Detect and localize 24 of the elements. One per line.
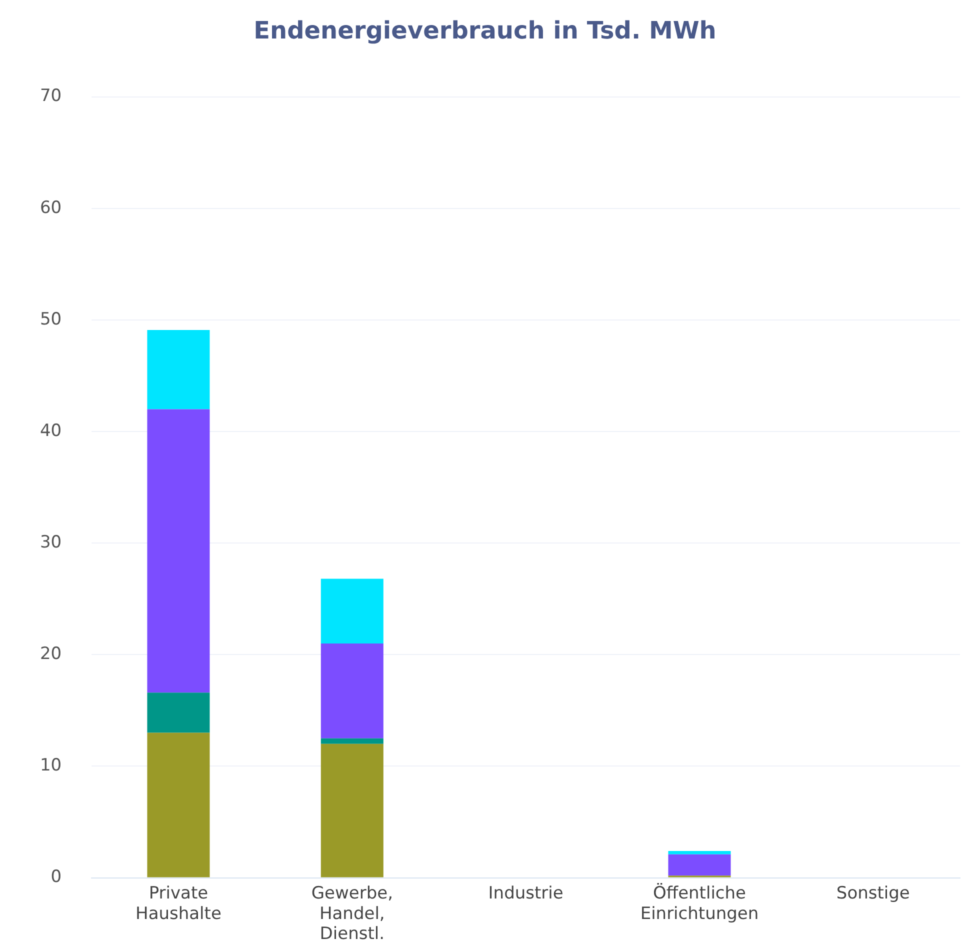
y-tick-label: 10 (40, 756, 62, 776)
bar (147, 409, 210, 693)
bar (668, 854, 731, 876)
y-tick-label: 0 (50, 867, 62, 888)
x-tick-label: Private Haushalte (136, 883, 222, 924)
bar (320, 578, 384, 644)
y-tick-label: 30 (40, 532, 62, 553)
bar (320, 644, 384, 738)
bar (320, 738, 384, 744)
y-tick-label: 60 (40, 198, 62, 218)
y-tick-label: 20 (40, 644, 62, 664)
y-tick-label: 50 (40, 309, 62, 330)
bar (668, 851, 731, 854)
x-tick-label: Gewerbe, Handel, Dienstl. (311, 883, 393, 944)
chart-title: Endenergieverbrauch in Tsd. MWh (254, 16, 716, 45)
bar (147, 692, 210, 733)
x-tick-label: Sonstige (836, 883, 910, 904)
bar (320, 744, 384, 878)
bar (147, 330, 210, 410)
y-tick-label: 70 (40, 86, 62, 106)
bar (147, 732, 210, 878)
y-tick-label: 40 (40, 420, 62, 441)
x-tick-label: Öffentliche Einrichtungen (640, 882, 759, 924)
x-tick-label: Industrie (488, 883, 564, 904)
